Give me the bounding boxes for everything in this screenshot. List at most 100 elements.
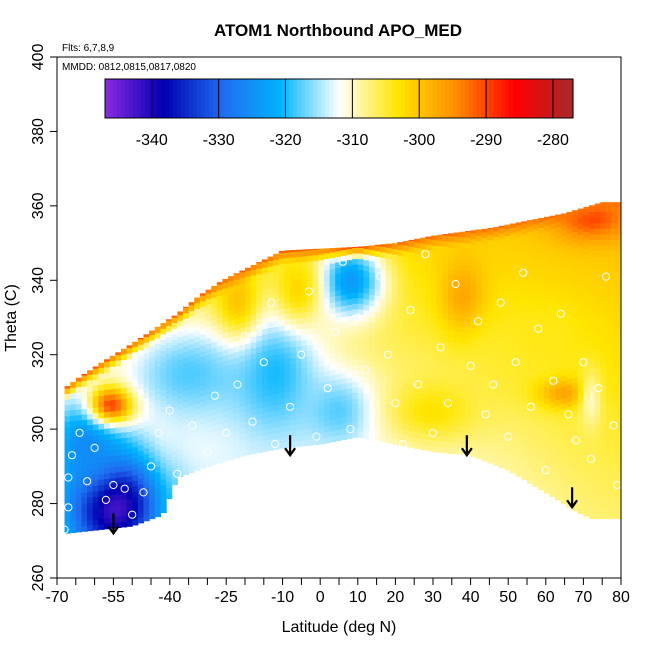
heatmap-cell bbox=[284, 335, 291, 342]
heatmap-cell bbox=[577, 278, 584, 286]
sample-point bbox=[312, 432, 321, 441]
heatmap-cell bbox=[425, 333, 432, 340]
heatmap-cell bbox=[199, 339, 207, 346]
heatmap-cell bbox=[566, 211, 573, 218]
heatmap-cell bbox=[532, 223, 539, 231]
heatmap-cell bbox=[521, 245, 528, 252]
heatmap-cell bbox=[228, 453, 235, 460]
heatmap-cell bbox=[357, 308, 365, 315]
heatmap-cell bbox=[436, 362, 443, 369]
heatmap-cell bbox=[171, 389, 178, 396]
heatmap-cell bbox=[120, 353, 128, 360]
heatmap-cell bbox=[182, 368, 190, 375]
heatmap-cell bbox=[402, 284, 410, 291]
heatmap-cell bbox=[572, 264, 579, 271]
heatmap-cell bbox=[160, 478, 167, 486]
heatmap-cell bbox=[493, 331, 500, 338]
heatmap-cell bbox=[312, 338, 319, 345]
heatmap-cell bbox=[527, 315, 534, 322]
heatmap-cell bbox=[594, 217, 601, 224]
heatmap-cell bbox=[510, 450, 517, 457]
heatmap-cell bbox=[369, 327, 376, 334]
heatmap-cell bbox=[301, 417, 308, 424]
heatmap-cell bbox=[346, 371, 353, 378]
heatmap-cell bbox=[408, 391, 415, 398]
heatmap-cell bbox=[510, 327, 517, 334]
heatmap-cell bbox=[419, 298, 427, 305]
heatmap-cell bbox=[87, 435, 94, 442]
heatmap-cell bbox=[171, 339, 178, 346]
heatmap-cell bbox=[583, 398, 590, 406]
colorbar-segment bbox=[365, 79, 370, 118]
heatmap-cell bbox=[363, 410, 370, 417]
heatmap-cell bbox=[476, 296, 483, 303]
heatmap-cell bbox=[521, 222, 528, 229]
plot-content bbox=[60, 202, 621, 536]
heatmap-cell bbox=[391, 421, 398, 428]
heatmap-cell bbox=[132, 474, 139, 481]
heatmap-cell bbox=[120, 420, 128, 427]
heatmap-cell bbox=[290, 424, 297, 431]
heatmap-cell bbox=[589, 390, 596, 397]
heatmap-cell bbox=[171, 378, 178, 385]
heatmap-cell bbox=[70, 521, 77, 528]
heatmap-cell bbox=[425, 366, 432, 373]
heatmap-cell bbox=[589, 462, 596, 469]
heatmap-cell bbox=[611, 434, 618, 441]
heatmap-cell bbox=[498, 361, 506, 368]
heatmap-cell bbox=[425, 260, 432, 267]
heatmap-cell bbox=[335, 412, 342, 419]
heatmap-cell bbox=[464, 421, 472, 428]
heatmap-cell bbox=[149, 457, 156, 464]
heatmap-cell bbox=[295, 328, 302, 336]
heatmap-cell bbox=[357, 258, 365, 265]
heatmap-cell bbox=[64, 415, 71, 422]
heatmap-cell bbox=[611, 211, 618, 218]
heatmap-cell bbox=[374, 306, 381, 313]
heatmap-cell bbox=[594, 295, 601, 302]
heatmap-cell bbox=[453, 275, 460, 282]
heatmap-cell bbox=[566, 456, 573, 463]
colorbar-segment bbox=[341, 79, 346, 118]
heatmap-cell bbox=[149, 351, 156, 358]
heatmap-cell bbox=[538, 377, 545, 385]
heatmap-cell bbox=[572, 387, 579, 394]
heatmap-cell bbox=[572, 210, 579, 216]
heatmap-cell bbox=[487, 295, 494, 302]
heatmap-cell bbox=[594, 395, 601, 402]
heatmap-cell bbox=[600, 367, 607, 374]
heatmap-cell bbox=[442, 363, 449, 370]
heatmap-cell bbox=[340, 299, 348, 306]
heatmap-cell bbox=[555, 488, 562, 495]
heatmap-cell bbox=[109, 505, 116, 512]
heatmap-cell bbox=[476, 274, 483, 281]
heatmap-cell bbox=[617, 457, 621, 464]
heatmap-cell bbox=[149, 446, 156, 453]
heatmap-cell bbox=[577, 208, 584, 213]
heatmap-cell bbox=[239, 372, 246, 379]
heatmap-cell bbox=[307, 344, 314, 351]
heatmap-cell bbox=[555, 343, 562, 350]
heatmap-cell bbox=[532, 380, 539, 387]
heatmap-cell bbox=[357, 325, 365, 332]
heatmap-cell bbox=[487, 317, 494, 325]
heatmap-cell bbox=[228, 364, 235, 371]
heatmap-cell bbox=[617, 300, 621, 307]
heatmap-cell bbox=[369, 372, 376, 379]
heatmap-cell bbox=[605, 211, 613, 218]
heatmap-cell bbox=[549, 468, 556, 475]
heatmap-cell bbox=[572, 242, 579, 249]
heatmap-cell bbox=[611, 457, 618, 464]
heatmap-cell bbox=[510, 260, 517, 267]
heatmap-cell bbox=[188, 332, 195, 339]
heatmap-cell bbox=[132, 402, 139, 409]
heatmap-cell bbox=[481, 421, 489, 428]
heatmap-cell bbox=[199, 350, 207, 358]
heatmap-cell bbox=[64, 421, 71, 428]
heatmap-cell bbox=[414, 386, 421, 394]
heatmap-cell bbox=[267, 305, 274, 312]
heatmap-cell bbox=[301, 272, 308, 279]
heatmap-cell bbox=[143, 503, 150, 511]
heatmap-cell bbox=[521, 407, 528, 414]
heatmap-cell bbox=[295, 390, 302, 397]
